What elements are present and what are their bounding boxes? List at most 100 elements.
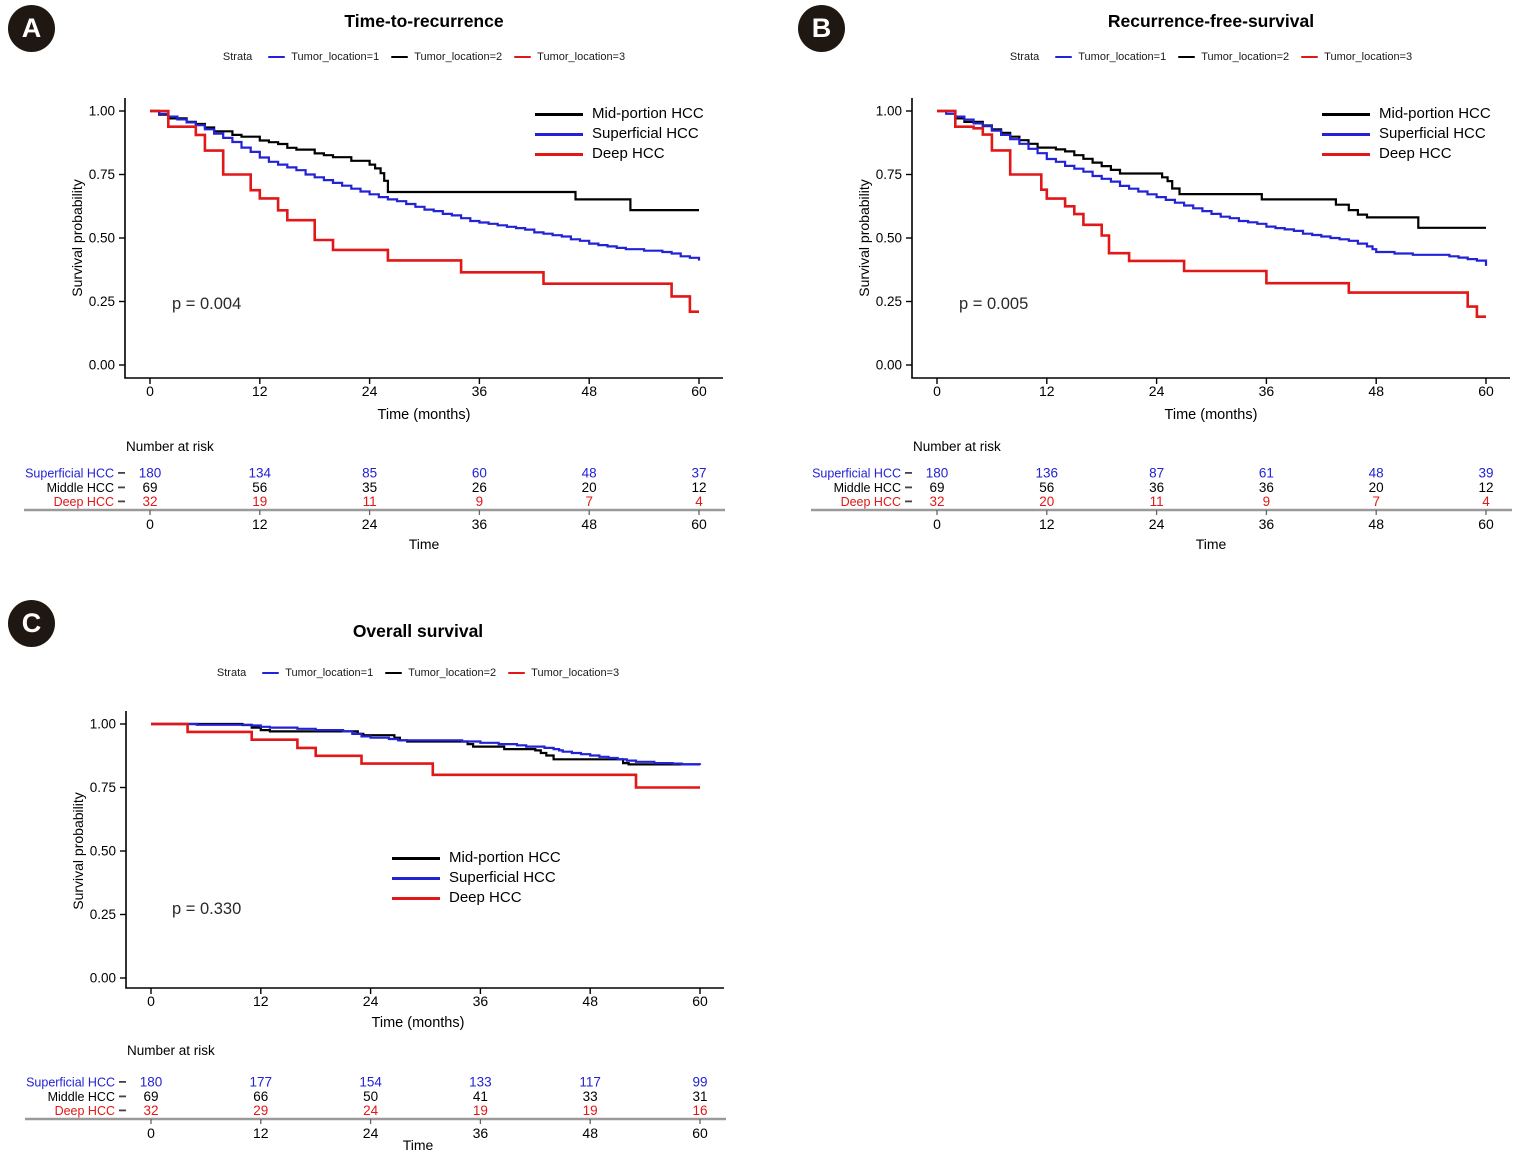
risk-value: 180 <box>926 466 949 481</box>
risk-value: 99 <box>692 1075 707 1090</box>
x-tick-label: 24 <box>363 993 379 1009</box>
panel-c-pvalue: p = 0.330 <box>172 900 242 918</box>
panel-b-strata-legend: Strata Tumor_location=1 Tumor_location=2 Tu… <box>931 49 1491 65</box>
strata-swatch-superficial <box>262 671 280 675</box>
y-tick-label: 0.75 <box>876 167 902 182</box>
risk-value: 87 <box>1149 466 1164 481</box>
risk-x-tick-label: 12 <box>1039 516 1055 532</box>
panel-b-risk-xlabel: Time <box>1195 536 1227 552</box>
risk-value: 19 <box>583 1103 598 1118</box>
risk-value: 133 <box>469 1075 492 1090</box>
risk-value: 69 <box>142 480 157 495</box>
panel-b-title: Recurrence-free-survival <box>1107 11 1315 31</box>
risk-value: 19 <box>473 1103 488 1118</box>
risk-value: 41 <box>473 1089 488 1104</box>
risk-x-tick-label: 36 <box>473 1125 489 1141</box>
x-tick-label: 0 <box>146 383 154 399</box>
risk-value: 4 <box>1482 494 1490 509</box>
legend-row: Superficial HCC <box>392 868 561 888</box>
risk-row-label: Superficial HCC <box>812 467 901 481</box>
legend-label: Deep HCC <box>592 145 665 162</box>
axis-spines <box>124 98 723 379</box>
risk-value: 154 <box>359 1075 382 1090</box>
panel-c-badge-letter: C <box>21 608 42 638</box>
risk-x-tick-label: 12 <box>252 516 268 532</box>
km-curve-superficial <box>151 722 702 766</box>
panel-a-badge: A <box>8 5 55 52</box>
panel-c-chart: 0.00 0.25 0.50 0.75 1.00 0 12 24 36 48 60 Superfici… <box>25 711 726 1141</box>
y-tick-label: 0.50 <box>90 844 116 859</box>
legend-line-mid <box>392 856 440 860</box>
y-tick-label: 0.25 <box>89 294 115 309</box>
y-tick-label: 0.00 <box>89 358 115 373</box>
x-tick-label: 60 <box>692 993 708 1009</box>
risk-value: 29 <box>253 1103 268 1118</box>
strata-item-label: Tumor_location=3 <box>1324 51 1413 63</box>
risk-x-tick-label: 12 <box>253 1125 269 1141</box>
panel-a-pvalue: p = 0.004 <box>172 295 242 313</box>
risk-value: 69 <box>929 480 944 495</box>
legend-row: Mid-portion HCC <box>1322 104 1491 124</box>
risk-value: 56 <box>252 480 267 495</box>
strata-swatch-mid <box>385 671 403 675</box>
y-tick-label: 1.00 <box>876 104 902 119</box>
risk-x-tick-label: 0 <box>146 516 154 532</box>
x-tick-label: 60 <box>1478 383 1494 399</box>
panel-c-risk-header: Number at risk <box>127 1043 215 1058</box>
risk-value: 66 <box>253 1089 268 1104</box>
risk-value: 180 <box>139 466 162 481</box>
y-tick-label: 0.75 <box>90 780 116 795</box>
risk-value: 16 <box>692 1103 707 1118</box>
risk-row-label: Middle HCC <box>47 481 114 495</box>
panel-b: 0.00 0.25 0.50 0.75 1.00 0 12 24 36 48 60 Superfici… <box>760 0 1520 580</box>
risk-x-tick-label: 48 <box>581 516 597 532</box>
panel-a-badge-letter: A <box>21 13 42 43</box>
km-curve-deep <box>937 109 1486 318</box>
legend-label: Deep HCC <box>1379 145 1452 162</box>
risk-x-tick-label: 24 <box>363 1125 379 1141</box>
strata-title: Strata <box>222 51 253 63</box>
risk-value: 31 <box>692 1089 707 1104</box>
risk-value: 134 <box>249 466 272 481</box>
risk-row-tick <box>119 1081 126 1083</box>
legend-line-mid <box>1322 112 1370 116</box>
risk-value: 85 <box>362 466 377 481</box>
legend-row: Deep HCC <box>392 888 561 908</box>
legend-line-deep <box>535 152 583 156</box>
panel-c: 0.00 0.25 0.50 0.75 1.00 0 12 24 36 48 60 Superfici… <box>0 598 760 1164</box>
risk-row-label: Middle HCC <box>48 1090 115 1104</box>
legend-label: Superficial HCC <box>449 869 556 886</box>
axis-spines <box>125 711 724 989</box>
risk-value: 12 <box>1478 480 1493 495</box>
legend-line-superficial <box>1322 132 1370 136</box>
legend-label: Mid-portion HCC <box>449 849 561 866</box>
x-tick-label: 36 <box>473 993 489 1009</box>
panel-a-risk-xlabel: Time <box>408 536 440 552</box>
x-tick-label: 12 <box>253 993 269 1009</box>
risk-value: 20 <box>1369 480 1384 495</box>
km-curve-superficial <box>937 109 1488 266</box>
risk-value: 61 <box>1259 466 1274 481</box>
panel-a-ylabel: Survival probability <box>69 179 85 297</box>
legend-label: Superficial HCC <box>1379 125 1486 142</box>
panel-a-strata-legend: Strata Tumor_location=1 Tumor_location=2 Tu… <box>144 49 704 65</box>
risk-x-tick-label: 48 <box>1368 516 1384 532</box>
risk-value: 37 <box>691 466 706 481</box>
risk-value: 35 <box>362 480 377 495</box>
risk-value: 36 <box>1149 480 1164 495</box>
risk-x-tick-label: 0 <box>933 516 941 532</box>
panel-c-title: Overall survival <box>352 621 484 641</box>
panel-b-chart: 0.00 0.25 0.50 0.75 1.00 0 12 24 36 48 60 Superfici… <box>811 98 1512 532</box>
legend-row: Mid-portion HCC <box>535 104 704 124</box>
risk-value: 36 <box>1259 480 1274 495</box>
legend-label: Superficial HCC <box>592 125 699 142</box>
risk-value: 39 <box>1478 466 1493 481</box>
x-tick-label: 36 <box>472 383 488 399</box>
strata-item-label: Tumor_location=1 <box>1078 51 1167 63</box>
risk-row-tick <box>118 500 125 503</box>
risk-value: 180 <box>140 1075 163 1090</box>
strata-item-label: Tumor_location=2 <box>1201 51 1290 63</box>
risk-value: 33 <box>583 1089 598 1104</box>
panel-a-chart: 0.00 0.25 0.50 0.75 1.00 0 12 24 36 48 60 Superfici… <box>24 98 725 532</box>
x-tick-label: 12 <box>1039 383 1055 399</box>
